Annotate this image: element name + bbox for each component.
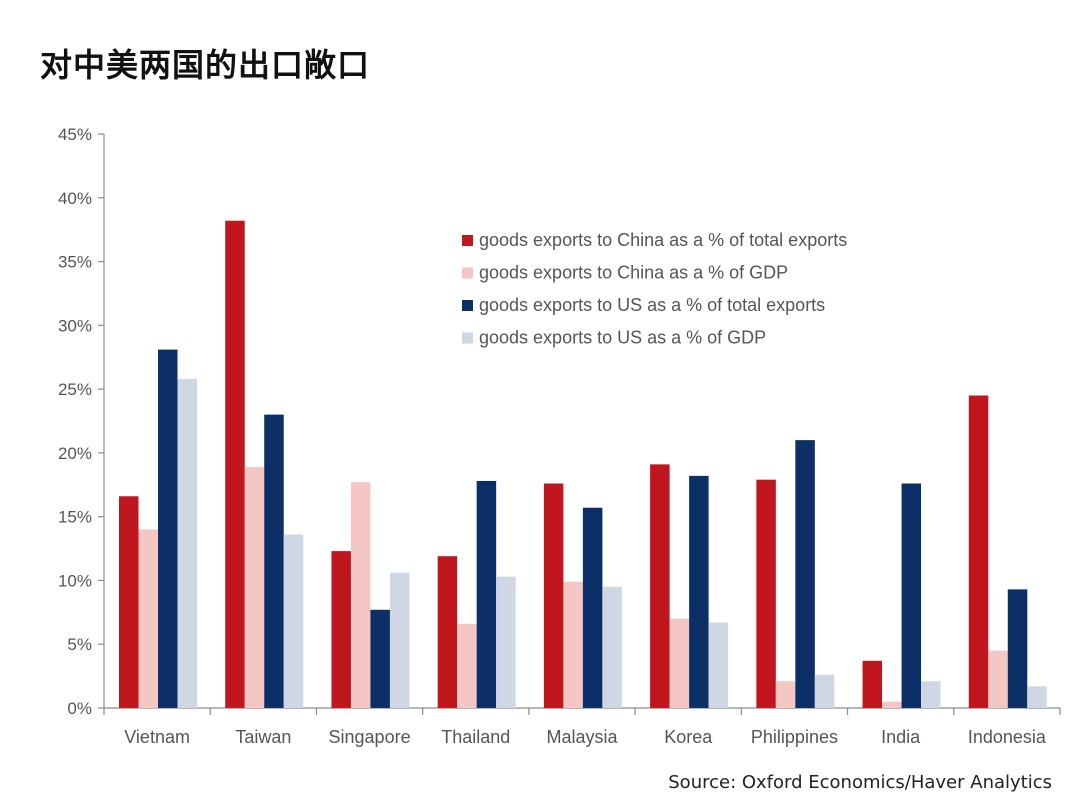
bar-taiwan-series-2 bbox=[244, 466, 265, 708]
legend-label: goods exports to US as a % of GDP bbox=[479, 328, 766, 348]
y-tick-label: 0% bbox=[67, 699, 92, 718]
bar-philippines-series-3 bbox=[795, 440, 815, 708]
bar-malaysia-series-2 bbox=[563, 581, 583, 708]
bar-thailand-series-2 bbox=[457, 623, 477, 708]
x-tick-label: Vietnam bbox=[124, 727, 190, 747]
bar-india-series-2 bbox=[882, 701, 902, 708]
bar-philippines-series-4 bbox=[814, 674, 835, 708]
legend-label: goods exports to US as a % of total expo… bbox=[479, 295, 825, 315]
legend-label: goods exports to China as a % of total e… bbox=[479, 230, 847, 250]
bar-singapore-series-4 bbox=[389, 572, 410, 708]
legend-swatch bbox=[462, 300, 473, 311]
bar-indonesia-series-2 bbox=[988, 650, 1008, 708]
bar-philippines-series-2 bbox=[775, 681, 796, 708]
bar-vietnam-series-4 bbox=[177, 378, 197, 708]
y-tick-label: 40% bbox=[58, 189, 92, 208]
x-tick-label: Philippines bbox=[751, 727, 838, 747]
bar-singapore-series-1 bbox=[331, 551, 351, 708]
y-tick-label: 10% bbox=[58, 571, 92, 590]
bar-korea-series-1 bbox=[650, 464, 670, 708]
bar-indonesia-series-1 bbox=[968, 395, 989, 708]
bar-korea-series-4 bbox=[708, 622, 729, 708]
bar-thailand-series-1 bbox=[437, 556, 458, 708]
x-tick-label: India bbox=[881, 727, 921, 747]
bar-indonesia-series-4 bbox=[1027, 686, 1047, 708]
bar-korea-series-3 bbox=[689, 475, 709, 708]
legend-swatch bbox=[462, 235, 473, 246]
bar-singapore-series-2 bbox=[350, 482, 371, 708]
y-tick-label: 20% bbox=[58, 444, 92, 463]
legend: goods exports to China as a % of total e… bbox=[462, 230, 847, 348]
y-tick-label: 30% bbox=[58, 316, 92, 335]
bar-thailand-series-4 bbox=[496, 576, 516, 708]
y-tick-label: 25% bbox=[58, 380, 92, 399]
x-tick-label: Indonesia bbox=[968, 727, 1047, 747]
legend-swatch bbox=[462, 332, 473, 344]
bar-philippines-series-1 bbox=[756, 479, 776, 708]
source-note: Source: Oxford Economics/Haver Analytics bbox=[668, 772, 1052, 793]
legend-label: goods exports to China as a % of GDP bbox=[479, 263, 788, 283]
bar-india-series-4 bbox=[921, 681, 941, 708]
bar-vietnam-series-1 bbox=[119, 496, 139, 708]
page-title: 对中美两国的出口敞口 bbox=[40, 46, 371, 84]
x-tick-label: Korea bbox=[664, 727, 713, 747]
bar-indonesia-series-3 bbox=[1007, 589, 1028, 708]
bar-malaysia-series-3 bbox=[582, 507, 603, 708]
bar-india-series-3 bbox=[901, 483, 922, 708]
y-tick-label: 35% bbox=[58, 253, 92, 272]
bar-taiwan-series-1 bbox=[225, 220, 245, 708]
bar-vietnam-series-2 bbox=[138, 529, 158, 708]
x-tick-label: Taiwan bbox=[235, 727, 291, 747]
x-tick-label: Malaysia bbox=[546, 727, 618, 747]
x-tick-label: Singapore bbox=[329, 727, 411, 747]
legend-swatch bbox=[462, 267, 473, 279]
bar-korea-series-2 bbox=[669, 618, 690, 708]
bar-singapore-series-3 bbox=[370, 609, 390, 708]
bar-india-series-1 bbox=[862, 660, 883, 708]
bar-malaysia-series-4 bbox=[602, 586, 622, 708]
y-axis: 0% 5% 10% 15% 20% 25% 30% 35% 40% 45% bbox=[58, 125, 105, 718]
bar-taiwan-series-3 bbox=[264, 414, 284, 708]
y-tick-label: 5% bbox=[67, 635, 92, 654]
x-tick-label: Thailand bbox=[441, 727, 510, 747]
y-tick-label: 45% bbox=[58, 125, 92, 144]
x-axis: Vietnam Taiwan Singapore Thailand Malaysia Ko… bbox=[103, 707, 1061, 747]
bar-vietnam-series-3 bbox=[158, 349, 178, 708]
bar-thailand-series-3 bbox=[476, 480, 497, 708]
bar-taiwan-series-4 bbox=[283, 534, 304, 708]
bar-malaysia-series-1 bbox=[543, 483, 564, 708]
y-tick-label: 15% bbox=[58, 508, 92, 527]
bars bbox=[119, 220, 1047, 708]
